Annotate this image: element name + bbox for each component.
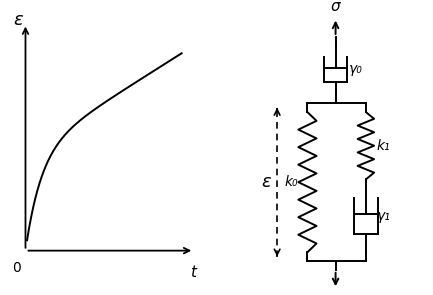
Text: ε: ε — [262, 173, 271, 191]
Text: γ₁: γ₁ — [377, 209, 391, 223]
Text: 0: 0 — [13, 260, 21, 275]
Text: ε: ε — [13, 11, 23, 29]
Text: σ: σ — [331, 294, 340, 295]
Text: γ₀: γ₀ — [349, 62, 363, 76]
Text: σ: σ — [331, 0, 340, 14]
Text: k₀: k₀ — [284, 175, 298, 189]
Text: t: t — [190, 266, 196, 281]
Text: k₁: k₁ — [376, 139, 390, 153]
